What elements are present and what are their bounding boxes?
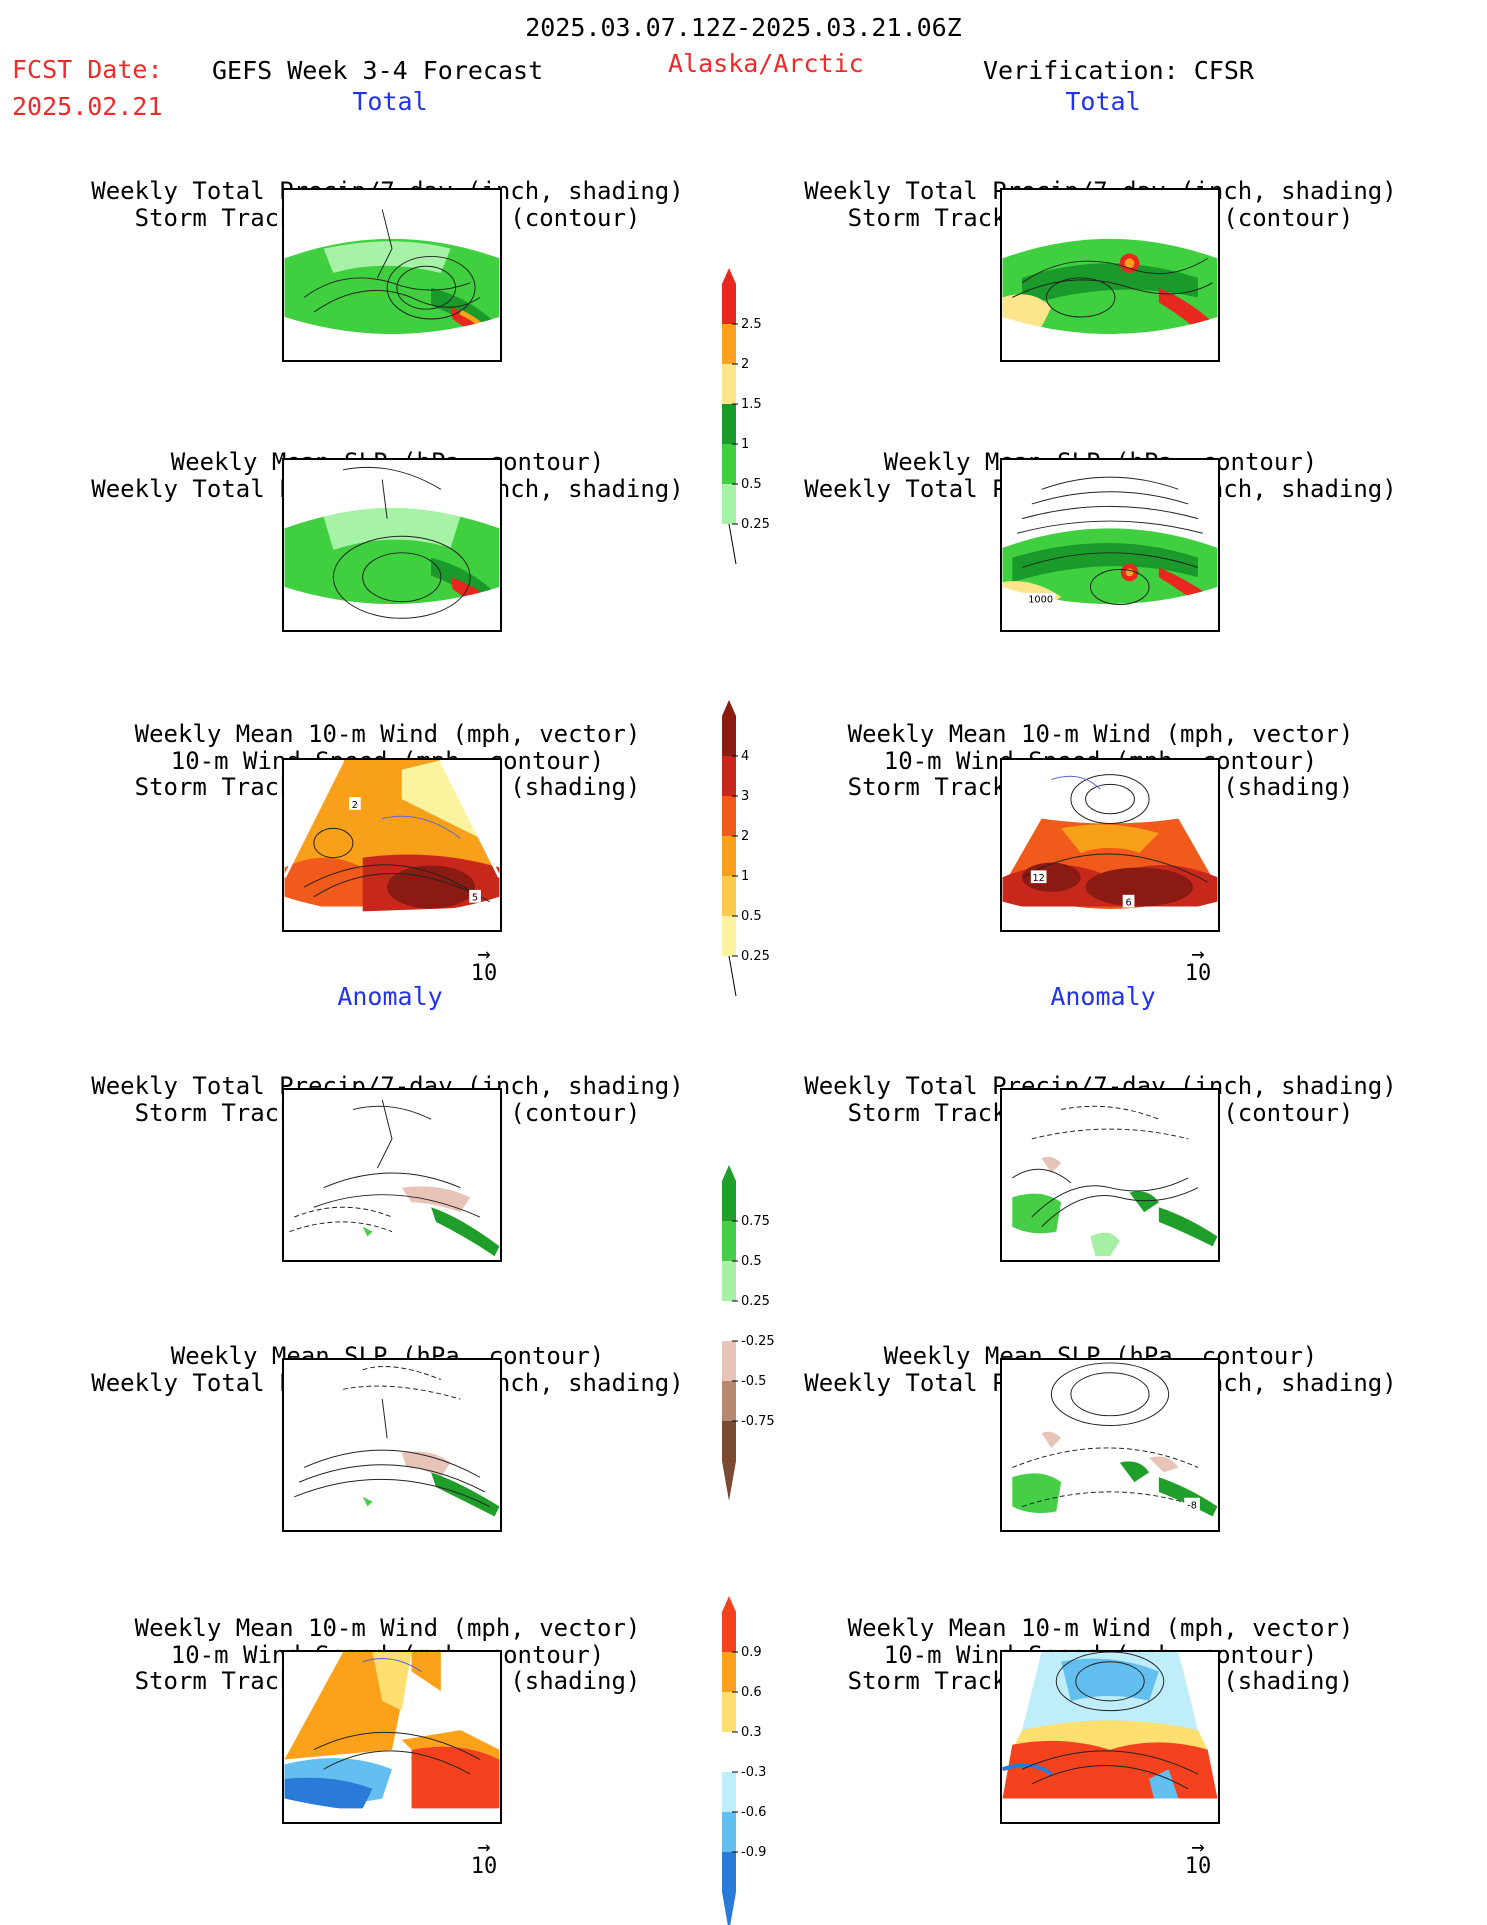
colorbar-min-triangle <box>722 1461 736 1501</box>
colorbar-total-storm: 4 3 2 1 0.5 0.25 <box>718 700 778 997</box>
vector-ref-anom-verification: → 10 <box>1168 1835 1228 1879</box>
fcst-date-value: 2025.02.21 <box>12 92 163 121</box>
section-total-verification: Total <box>1065 87 1141 116</box>
colorbar-segment <box>722 1612 736 1652</box>
colorbar-label: 2.5 <box>741 317 762 332</box>
colorbar-label: 2 <box>741 357 749 372</box>
colorbar-segment <box>722 1812 736 1852</box>
colorbar-label: 0.5 <box>741 477 762 492</box>
colorbar-label: 0.6 <box>741 1685 762 1700</box>
colorbar-label: 0.3 <box>741 1725 762 1740</box>
vector-ref-total-forecast: → 10 <box>454 942 514 986</box>
colorbar-segment <box>722 1301 736 1341</box>
colorbar-segment <box>722 1772 736 1812</box>
map-anom-wind-forecast <box>282 1650 502 1824</box>
colorbar-segment <box>722 1261 736 1301</box>
colorbar-label: 0.75 <box>741 1214 770 1229</box>
colorbar-label: -0.6 <box>741 1805 766 1820</box>
map-total-precip-forecast <box>282 188 502 362</box>
fcst-date-label: FCST Date: <box>12 55 163 84</box>
colorbar-label: -0.25 <box>741 1334 775 1349</box>
colorbar-total-precip: 2.5 2 1.5 1 0.5 0.25 <box>718 268 778 565</box>
vector-ref-anom-forecast: → 10 <box>454 1835 514 1879</box>
colorbar-max-triangle <box>722 268 736 284</box>
section-total-forecast: Total <box>352 87 428 116</box>
slp-anomaly-label: -8 <box>1187 1501 1197 1512</box>
colorbar-segment <box>722 756 736 796</box>
colorbar-segment <box>722 364 736 404</box>
arrow-right-icon: → <box>1191 942 1205 967</box>
colorbar-min-tail <box>728 955 737 997</box>
colorbar-label: -0.5 <box>741 1374 766 1389</box>
colorbar-label: -0.9 <box>741 1845 766 1860</box>
map-anom-slp-forecast <box>282 1358 502 1532</box>
colorbar-segment <box>722 444 736 484</box>
colorbar-label: 0.5 <box>741 1254 762 1269</box>
colorbar-segment <box>722 1221 736 1261</box>
colorbar-label: -0.75 <box>741 1414 775 1429</box>
colorbar-label: 0.25 <box>741 517 770 532</box>
colorbar-segment <box>722 1181 736 1221</box>
section-anomaly-verification: Anomaly <box>1050 982 1156 1011</box>
map-total-slp-forecast <box>282 458 502 632</box>
map-anom-precip-forecast <box>282 1088 502 1262</box>
map-total-slp-verification: 1000 <box>1000 458 1220 632</box>
colorbar-label: 0.25 <box>741 949 770 964</box>
colorbar-segment <box>722 1341 736 1381</box>
map-anom-wind-verification <box>1000 1650 1220 1824</box>
colorbar-min-triangle <box>722 1892 736 1925</box>
colorbar-segment <box>722 716 736 756</box>
arrow-right-icon: → <box>1191 1835 1205 1860</box>
colorbar-label: 1 <box>741 869 749 884</box>
colorbar-segment <box>722 796 736 836</box>
colorbar-label: 0.9 <box>741 1645 762 1660</box>
section-anomaly-forecast: Anomaly <box>337 982 443 1011</box>
colorbar-label: -0.3 <box>741 1765 766 1780</box>
colorbar-min-tail <box>728 523 737 565</box>
colorbar-label: 3 <box>741 789 749 804</box>
colorbar-anom-storm: 0.9 0.6 0.3 -0.3 -0.6 -0.9 <box>718 1596 778 1925</box>
colorbar-segment <box>722 1421 736 1461</box>
wind-contour-label-a: 2 <box>352 800 358 811</box>
colorbar-segment <box>722 404 736 444</box>
colorbar-label: 0.25 <box>741 1294 770 1309</box>
colorbar-segment <box>722 1692 736 1732</box>
colorbar-max-triangle <box>722 1165 736 1181</box>
map-anom-slp-verification: -8 <box>1000 1358 1220 1532</box>
colorbar-label: 2 <box>741 829 749 844</box>
wind-contour-label-b: 6 <box>1125 898 1131 909</box>
colorbar-segment <box>722 916 736 956</box>
colorbar-segment <box>722 1852 736 1892</box>
wind-contour-label-a: 12 <box>1032 873 1044 884</box>
colorbar-max-triangle <box>722 1596 736 1612</box>
colorbar-label: 1 <box>741 437 749 452</box>
colorbar-label: 1.5 <box>741 397 762 412</box>
map-anom-precip-verification <box>1000 1088 1220 1262</box>
colorbar-label: 0.5 <box>741 909 762 924</box>
wind-contour-label-b: 5 <box>472 893 478 904</box>
vector-ref-total-verification: → 10 <box>1168 942 1228 986</box>
map-total-wind-verification: 12 6 <box>1000 758 1220 932</box>
colorbar-segment <box>722 284 736 324</box>
colorbar-segment <box>722 484 736 524</box>
region-title: Alaska/Arctic <box>668 49 864 78</box>
map-total-precip-verification <box>1000 188 1220 362</box>
period-title: 2025.03.07.12Z-2025.03.21.06Z <box>525 13 962 42</box>
colorbar-anom-precip: 0.75 0.5 0.25 -0.25 -0.5 -0.75 <box>718 1165 778 1501</box>
colorbar-segment <box>722 836 736 876</box>
colorbar-max-triangle <box>722 700 736 716</box>
colorbar-segment <box>722 876 736 916</box>
map-total-wind-forecast: 2 5 <box>282 758 502 932</box>
arrow-right-icon: → <box>477 1835 491 1860</box>
colorbar-segment <box>722 1652 736 1692</box>
colorbar-segment <box>722 1732 736 1772</box>
colorbar-segment <box>722 324 736 364</box>
slp-contour-label: 1000 <box>1028 595 1053 606</box>
arrow-right-icon: → <box>477 942 491 967</box>
model-title: GEFS Week 3-4 Forecast <box>212 56 544 85</box>
colorbar-label: 4 <box>741 749 749 764</box>
verification-title: Verification: CFSR <box>983 56 1254 85</box>
colorbar-segment <box>722 1381 736 1421</box>
